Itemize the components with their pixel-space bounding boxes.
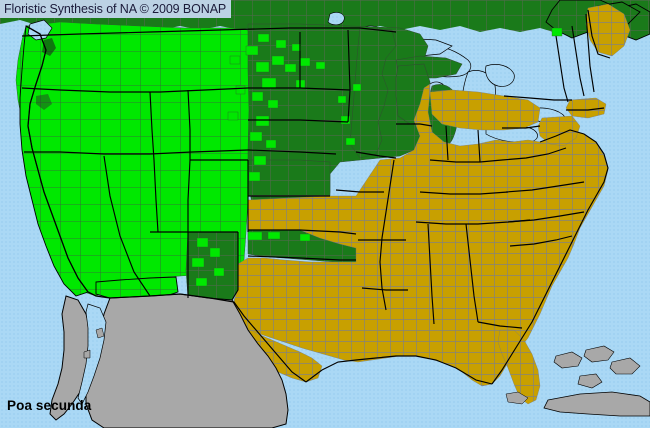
- region-gray-nodata: [49, 293, 650, 428]
- species-name-label: Poa secunda: [7, 398, 92, 413]
- map-title-bar: Floristic Synthesis of NA © 2009 BONAP: [0, 0, 232, 18]
- state-boundaries: [21, 9, 611, 385]
- map-title-text: Floristic Synthesis of NA © 2009 BONAP: [4, 2, 227, 16]
- coastline-outline: [25, 25, 111, 299]
- bright-green-county-inclusions: [191, 27, 563, 287]
